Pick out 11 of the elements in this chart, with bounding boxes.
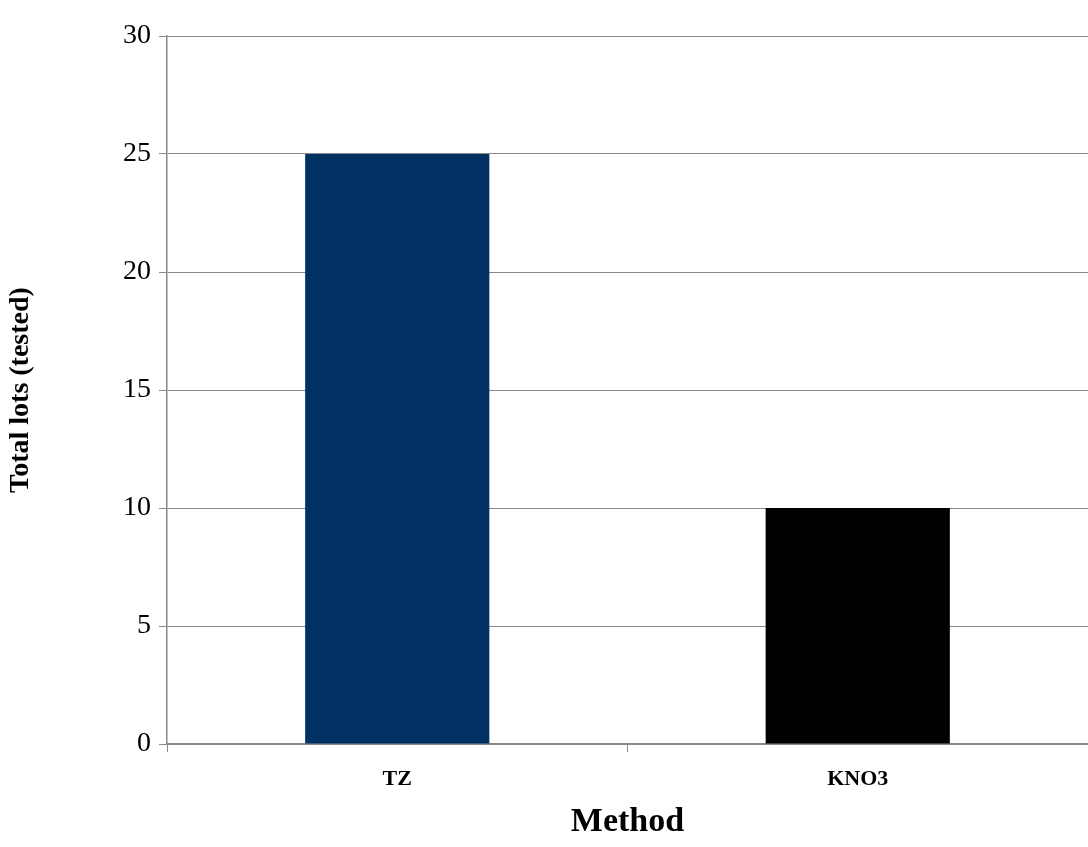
y-tick-label: 25 xyxy=(123,136,151,168)
y-tick-label: 5 xyxy=(137,608,151,640)
y-tick-label: 10 xyxy=(123,490,151,522)
y-tick-label: 30 xyxy=(123,18,151,50)
y-tick-label: 20 xyxy=(123,254,151,286)
x-axis-title: Method xyxy=(570,801,685,839)
y-axis-title: Total lots (tested) xyxy=(3,287,35,493)
y-tick-label: 0 xyxy=(137,726,151,758)
x-tick-label: KNO3 xyxy=(827,764,889,790)
x-tick-label: TZ xyxy=(382,764,412,790)
y-tick-label: 15 xyxy=(123,372,151,404)
